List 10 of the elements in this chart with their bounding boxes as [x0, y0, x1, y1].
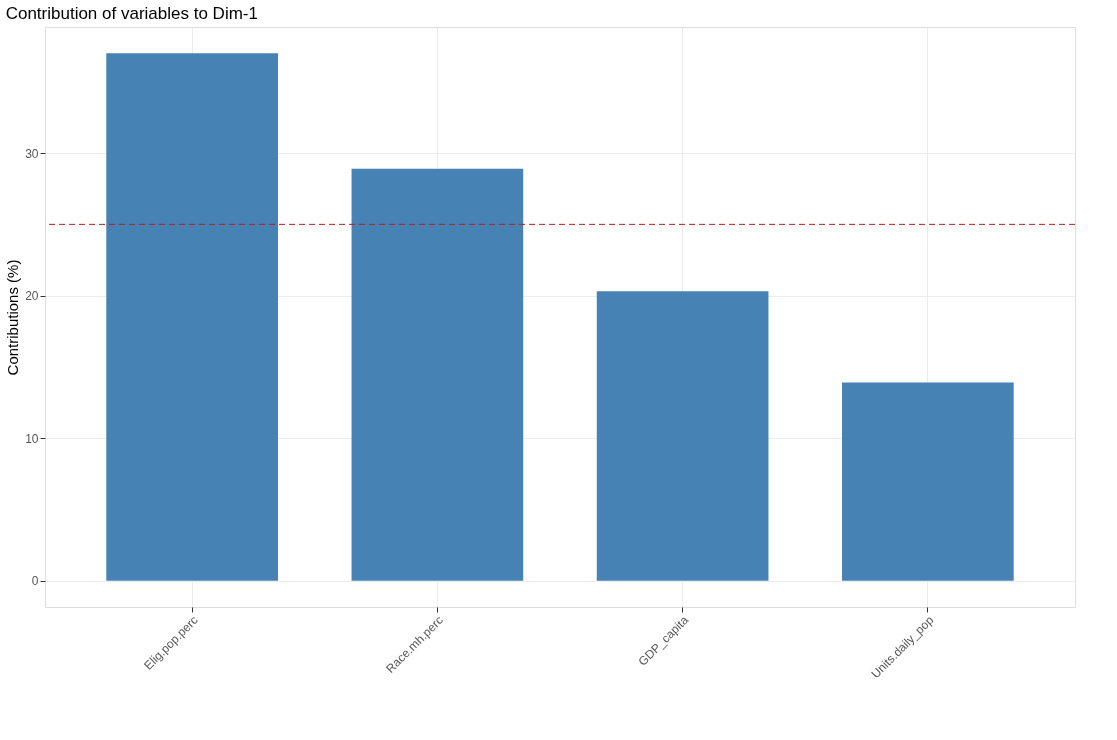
bar	[842, 382, 1014, 581]
bar	[596, 291, 769, 581]
y-tick-label: 0	[31, 574, 39, 589]
y-tick-label: 30	[25, 146, 39, 161]
y-axis-title: Contributions (%)	[4, 259, 22, 376]
y-tick-label: 10	[25, 431, 39, 446]
bar	[106, 53, 278, 581]
chart-title: Contribution of variables to Dim-1	[5, 4, 258, 23]
y-tick-label: 20	[25, 289, 39, 304]
bar	[351, 168, 524, 581]
